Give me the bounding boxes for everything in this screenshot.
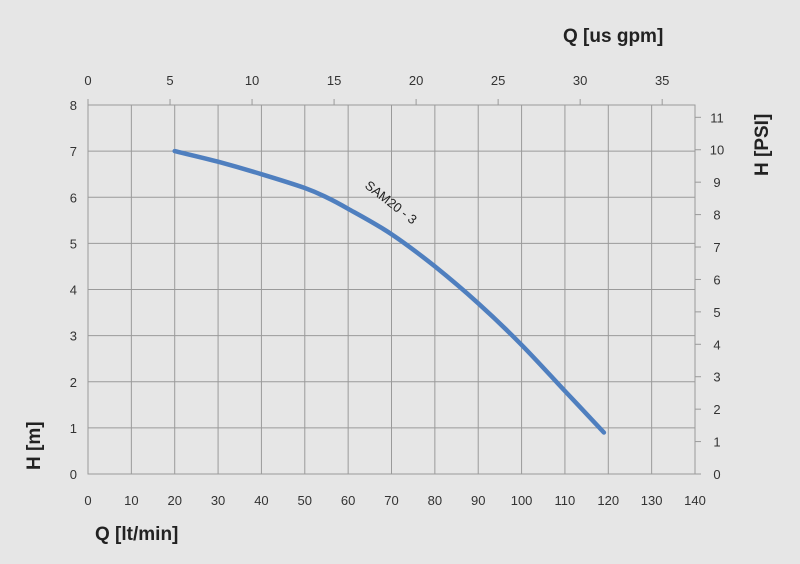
x-bottom-tick-label: 50 <box>298 493 312 508</box>
y-right-tick-label: 9 <box>713 175 720 190</box>
y-right-tick-label: 6 <box>713 272 720 287</box>
y-left-tick-label: 4 <box>70 283 77 298</box>
x-top-tick-label: 20 <box>409 73 423 88</box>
y-right-tick-label: 3 <box>713 370 720 385</box>
y-right-axis-title: H [PSI] <box>752 114 773 176</box>
x-top-tick-label: 30 <box>573 73 587 88</box>
series-group <box>172 148 607 435</box>
x-top-tick-label: 25 <box>491 73 505 88</box>
y-left-tick-label: 0 <box>70 467 77 482</box>
x-bottom-tick-label: 30 <box>211 493 225 508</box>
y-left-tick-label: 1 <box>70 421 77 436</box>
y-right-tick-label: 5 <box>713 305 720 320</box>
x-top-axis-title: Q [us gpm] <box>563 26 663 47</box>
y-left-tick-label: 3 <box>70 329 77 344</box>
y-left-tick-label: 8 <box>70 98 77 113</box>
x-top-tick-label: 10 <box>245 73 259 88</box>
x-bottom-tick-label: 90 <box>471 493 485 508</box>
x-bottom-tick-label: 110 <box>555 493 576 508</box>
y-right-tick-label: 1 <box>713 435 720 450</box>
x-bottom-tick-label: 60 <box>341 493 355 508</box>
y-right-tick-label: 7 <box>713 240 720 255</box>
y-left-tick-label: 5 <box>70 236 77 251</box>
x-bottom-tick-label: 130 <box>641 493 663 508</box>
x-bottom-tick-label: 0 <box>84 493 91 508</box>
x-bottom-axis-title: Q [lt/min] <box>95 524 178 545</box>
x-bottom-tick-label: 120 <box>597 493 619 508</box>
x-bottom-tick-label: 80 <box>428 493 442 508</box>
grid-lines <box>87 99 701 475</box>
y-right-tick-label: 8 <box>713 208 720 223</box>
x-top-tick-label: 15 <box>327 73 341 88</box>
x-bottom-tick-label: 100 <box>511 493 533 508</box>
y-left-tick-label: 2 <box>70 375 77 390</box>
x-top-tick-label: 35 <box>655 73 669 88</box>
x-bottom-tick-label: 20 <box>167 493 181 508</box>
x-bottom-tick-label: 40 <box>254 493 268 508</box>
y-right-tick-label: 4 <box>713 337 720 352</box>
x-bottom-tick-label: 70 <box>384 493 398 508</box>
y-left-tick-label: 6 <box>70 190 77 205</box>
y-right-tick-label: 10 <box>710 143 724 158</box>
y-left-axis-title: H [m] <box>24 421 45 470</box>
x-top-tick-label: 0 <box>84 73 91 88</box>
tick-labels: 0 10 20 30 40 50 60 70 80 90 100 110 120 130 140012345… <box>70 73 724 508</box>
x-bottom-tick-label: 10 <box>124 493 138 508</box>
y-left-tick-label: 7 <box>70 144 77 159</box>
x-bottom-tick-label: 140 <box>684 493 706 508</box>
series-line <box>172 148 607 435</box>
y-right-tick-label: 11 <box>710 110 724 125</box>
y-right-tick-label: 2 <box>713 402 720 417</box>
y-right-tick-label: 0 <box>713 467 720 482</box>
x-top-tick-label: 5 <box>166 73 173 88</box>
